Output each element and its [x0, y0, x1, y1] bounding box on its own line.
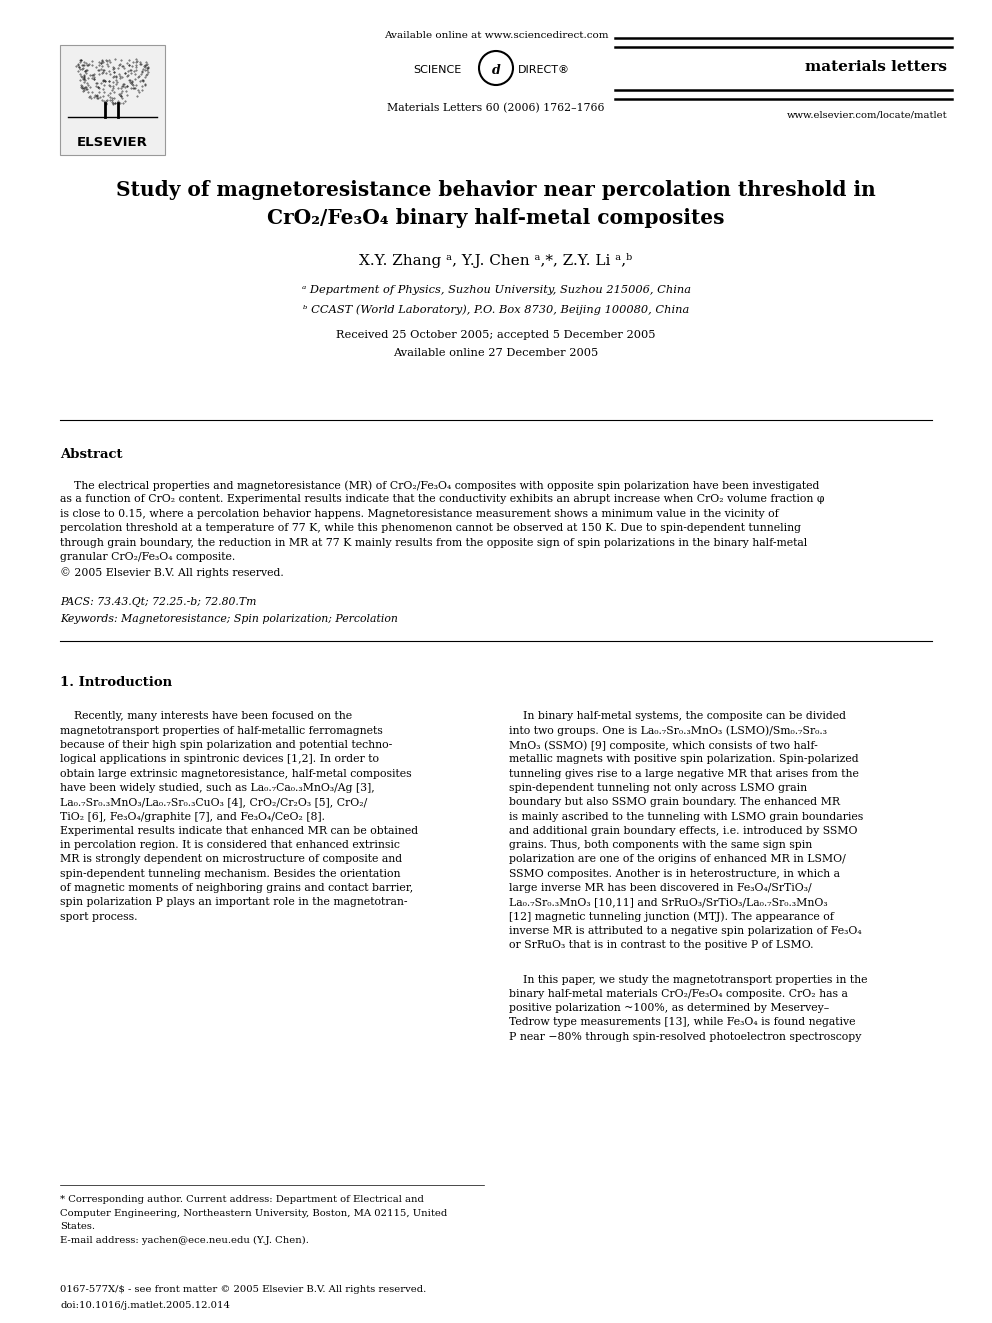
Text: Tedrow type measurements [13], while Fe₃O₄ is found negative: Tedrow type measurements [13], while Fe₃…: [509, 1017, 855, 1028]
Text: and additional grain boundary effects, i.e. introduced by SSMO: and additional grain boundary effects, i…: [509, 826, 857, 836]
Text: is mainly ascribed to the tunneling with LSMO grain boundaries: is mainly ascribed to the tunneling with…: [509, 811, 863, 822]
Text: grains. Thus, both components with the same sign spin: grains. Thus, both components with the s…: [509, 840, 811, 851]
Text: PACS: 73.43.Qt; 72.25.-b; 72.80.Tm: PACS: 73.43.Qt; 72.25.-b; 72.80.Tm: [60, 597, 257, 606]
Text: Available online at www.sciencedirect.com: Available online at www.sciencedirect.co…: [384, 30, 608, 40]
Text: Computer Engineering, Northeastern University, Boston, MA 02115, United: Computer Engineering, Northeastern Unive…: [60, 1208, 447, 1217]
Text: logical applications in spintronic devices [1,2]. In order to: logical applications in spintronic devic…: [60, 754, 379, 765]
Text: ᵃ Department of Physics, Suzhou University, Suzhou 215006, China: ᵃ Department of Physics, Suzhou Universi…: [302, 284, 690, 295]
Text: Abstract: Abstract: [60, 448, 122, 460]
Text: MR is strongly dependent on microstructure of composite and: MR is strongly dependent on microstructu…: [60, 855, 402, 864]
Text: magnetotransport properties of half-metallic ferromagnets: magnetotransport properties of half-meta…: [60, 726, 383, 736]
Text: CrO₂/Fe₃O₄ binary half-metal composites: CrO₂/Fe₃O₄ binary half-metal composites: [267, 208, 725, 228]
Text: as a function of CrO₂ content. Experimental results indicate that the conductivi: as a function of CrO₂ content. Experimen…: [60, 495, 824, 504]
Text: Study of magnetoresistance behavior near percolation threshold in: Study of magnetoresistance behavior near…: [116, 180, 876, 200]
Text: The electrical properties and magnetoresistance (MR) of CrO₂/Fe₃O₄ composites wi: The electrical properties and magnetores…: [60, 480, 819, 491]
Text: granular CrO₂/Fe₃O₄ composite.: granular CrO₂/Fe₃O₄ composite.: [60, 553, 235, 562]
Text: spin-dependent tunneling mechanism. Besides the orientation: spin-dependent tunneling mechanism. Besi…: [60, 869, 401, 878]
Text: boundary but also SSMO grain boundary. The enhanced MR: boundary but also SSMO grain boundary. T…: [509, 798, 839, 807]
Text: obtain large extrinsic magnetoresistance, half-metal composites: obtain large extrinsic magnetoresistance…: [60, 769, 412, 779]
Text: La₀.₇Sr₀.₃MnO₃/La₀.₇Sr₀.₃CuO₃ [4], CrO₂/Cr₂O₃ [5], CrO₂/: La₀.₇Sr₀.₃MnO₃/La₀.₇Sr₀.₃CuO₃ [4], CrO₂/…: [60, 798, 367, 807]
Text: Experimental results indicate that enhanced MR can be obtained: Experimental results indicate that enhan…: [60, 826, 418, 836]
Text: In binary half-metal systems, the composite can be divided: In binary half-metal systems, the compos…: [509, 712, 845, 721]
Text: © 2005 Elsevier B.V. All rights reserved.: © 2005 Elsevier B.V. All rights reserved…: [60, 568, 284, 578]
Text: because of their high spin polarization and potential techno-: because of their high spin polarization …: [60, 740, 392, 750]
Text: States.: States.: [60, 1222, 95, 1230]
Text: www.elsevier.com/locate/matlet: www.elsevier.com/locate/matlet: [787, 111, 947, 119]
Text: Available online 27 December 2005: Available online 27 December 2005: [394, 348, 598, 359]
Text: large inverse MR has been discovered in Fe₃O₄/SrTiO₃/: large inverse MR has been discovered in …: [509, 882, 811, 893]
Text: DIRECT®: DIRECT®: [518, 65, 570, 75]
Text: Received 25 October 2005; accepted 5 December 2005: Received 25 October 2005; accepted 5 Dec…: [336, 329, 656, 340]
Text: ELSEVIER: ELSEVIER: [77, 136, 148, 149]
Text: polarization are one of the origins of enhanced MR in LSMO/: polarization are one of the origins of e…: [509, 855, 845, 864]
Text: Keywords: Magnetoresistance; Spin polarization; Percolation: Keywords: Magnetoresistance; Spin polari…: [60, 614, 398, 624]
Text: in percolation region. It is considered that enhanced extrinsic: in percolation region. It is considered …: [60, 840, 400, 851]
Text: In this paper, we study the magnetotransport properties in the: In this paper, we study the magnetotrans…: [509, 975, 867, 984]
Text: or SrRuO₃ that is in contrast to the positive P of LSMO.: or SrRuO₃ that is in contrast to the pos…: [509, 941, 813, 950]
Text: 0167-577X/$ - see front matter © 2005 Elsevier B.V. All rights reserved.: 0167-577X/$ - see front matter © 2005 El…: [60, 1285, 427, 1294]
Text: percolation threshold at a temperature of 77 K, while this phenomenon cannot be : percolation threshold at a temperature o…: [60, 524, 801, 533]
Text: X.Y. Zhang ᵃ, Y.J. Chen ᵃ,*, Z.Y. Li ᵃ,ᵇ: X.Y. Zhang ᵃ, Y.J. Chen ᵃ,*, Z.Y. Li ᵃ,ᵇ: [359, 253, 633, 267]
Text: E-mail address: yachen@ece.neu.edu (Y.J. Chen).: E-mail address: yachen@ece.neu.edu (Y.J.…: [60, 1236, 309, 1245]
Text: is close to 0.15, where a percolation behavior happens. Magnetoresistance measur: is close to 0.15, where a percolation be…: [60, 509, 779, 519]
Text: inverse MR is attributed to a negative spin polarization of Fe₃O₄: inverse MR is attributed to a negative s…: [509, 926, 861, 935]
Text: binary half-metal materials CrO₂/Fe₃O₄ composite. CrO₂ has a: binary half-metal materials CrO₂/Fe₃O₄ c…: [509, 988, 847, 999]
Text: spin-dependent tunneling not only across LSMO grain: spin-dependent tunneling not only across…: [509, 783, 806, 792]
Text: of magnetic moments of neighboring grains and contact barrier,: of magnetic moments of neighboring grain…: [60, 882, 414, 893]
Text: P near −80% through spin-resolved photoelectron spectroscopy: P near −80% through spin-resolved photoe…: [509, 1032, 861, 1041]
Text: have been widely studied, such as La₀.₇Ca₀.₃MnO₃/Ag [3],: have been widely studied, such as La₀.₇C…: [60, 783, 375, 792]
Text: materials letters: materials letters: [805, 60, 947, 74]
Text: metallic magnets with positive spin polarization. Spin-polarized: metallic magnets with positive spin pola…: [509, 754, 858, 765]
Text: SSMO composites. Another is in heterostructure, in which a: SSMO composites. Another is in heterostr…: [509, 869, 839, 878]
Text: d: d: [492, 64, 500, 77]
Text: positive polarization ~100%, as determined by Meservey–: positive polarization ~100%, as determin…: [509, 1003, 828, 1013]
Text: 1. Introduction: 1. Introduction: [60, 676, 173, 689]
Text: doi:10.1016/j.matlet.2005.12.014: doi:10.1016/j.matlet.2005.12.014: [60, 1301, 230, 1310]
Text: through grain boundary, the reduction in MR at 77 K mainly results from the oppo: through grain boundary, the reduction in…: [60, 538, 807, 548]
Text: Materials Letters 60 (2006) 1762–1766: Materials Letters 60 (2006) 1762–1766: [387, 103, 605, 114]
Text: SCIENCE: SCIENCE: [413, 65, 461, 75]
Text: ᵇ CCAST (World Laboratory), P.O. Box 8730, Beijing 100080, China: ᵇ CCAST (World Laboratory), P.O. Box 873…: [303, 304, 689, 315]
Text: TiO₂ [6], Fe₃O₄/graphite [7], and Fe₃O₄/CeO₂ [8].: TiO₂ [6], Fe₃O₄/graphite [7], and Fe₃O₄/…: [60, 811, 325, 822]
Text: La₀.₇Sr₀.₃MnO₃ [10,11] and SrRuO₃/SrTiO₃/La₀.₇Sr₀.₃MnO₃: La₀.₇Sr₀.₃MnO₃ [10,11] and SrRuO₃/SrTiO₃…: [509, 897, 827, 908]
Text: tunneling gives rise to a large negative MR that arises from the: tunneling gives rise to a large negative…: [509, 769, 858, 779]
Text: sport process.: sport process.: [60, 912, 138, 922]
Text: into two groups. One is La₀.₇Sr₀.₃MnO₃ (LSMO)/Sm₀.₇Sr₀.₃: into two groups. One is La₀.₇Sr₀.₃MnO₃ (…: [509, 726, 826, 737]
FancyBboxPatch shape: [60, 45, 165, 155]
Text: * Corresponding author. Current address: Department of Electrical and: * Corresponding author. Current address:…: [60, 1195, 424, 1204]
Text: Recently, many interests have been focused on the: Recently, many interests have been focus…: [60, 712, 352, 721]
Text: MnO₃ (SSMO) [9] composite, which consists of two half-: MnO₃ (SSMO) [9] composite, which consist…: [509, 740, 817, 750]
Text: [12] magnetic tunneling junction (MTJ). The appearance of: [12] magnetic tunneling junction (MTJ). …: [509, 912, 833, 922]
Text: spin polarization P plays an important role in the magnetotran-: spin polarization P plays an important r…: [60, 897, 408, 908]
